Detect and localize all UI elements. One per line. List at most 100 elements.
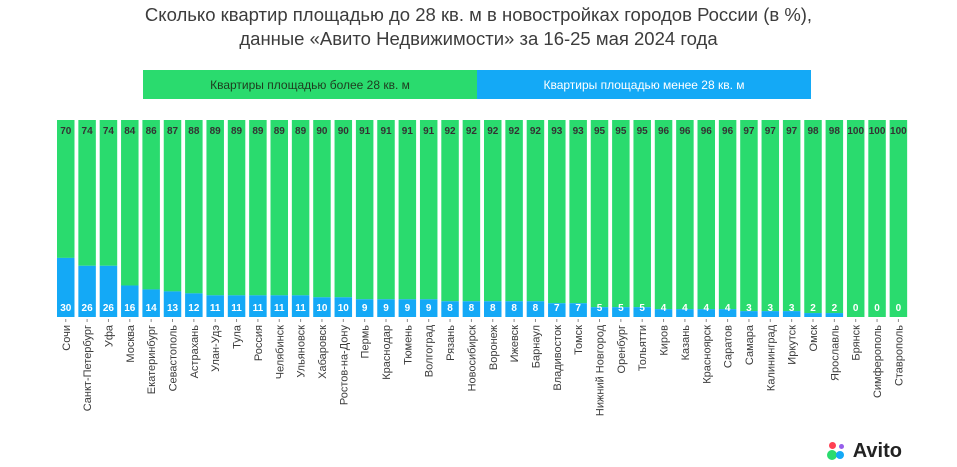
data-label-over-28: 93 [573,126,585,137]
bar-over-28 [99,120,118,266]
data-label-under-28: 4 [661,303,667,314]
bar-over-28 [484,120,502,302]
bar-under-28 [676,309,694,317]
bar-over-28 [697,120,715,310]
bar-under-28 [825,313,844,317]
data-label-under-28: 8 [447,303,453,314]
chart-title-line-1: Сколько квартир площадью до 28 кв. м в н… [144,4,813,25]
x-tick-label: Барнаул [530,325,542,368]
bar-over-28 [142,120,160,290]
data-label-under-28: 2 [832,303,838,314]
data-label-over-28: 100 [890,126,907,137]
data-label-over-28: 98 [829,126,841,137]
data-label-under-28: 0 [853,303,859,314]
x-tick-label: Тюмень [402,325,414,365]
bar-under-28 [206,295,224,317]
data-label-over-28: 97 [786,126,798,137]
bar-over-28 [612,120,630,308]
bar-under-28 [612,307,630,317]
data-label-under-28: 7 [554,303,560,314]
data-label-under-28: 11 [253,303,264,314]
data-label-under-28: 11 [231,303,242,314]
bar-under-28 [569,303,587,317]
bar-over-28 [825,120,844,314]
bar-under-28 [99,265,118,317]
bar-over-28 [676,120,694,310]
bar-under-28 [526,301,545,317]
data-label-over-28: 91 [380,126,392,137]
x-tick-label: Омск [808,325,820,352]
data-label-over-28: 90 [316,126,328,137]
x-tick-label: Симферополь [872,325,884,398]
data-label-over-28: 74 [103,126,115,137]
data-label-over-28: 95 [615,126,627,137]
bar-under-28 [185,293,203,317]
bar-under-28 [57,257,75,317]
bar-under-28 [462,301,481,317]
bar-under-28 [142,289,160,317]
bar-under-28 [78,265,96,317]
legend-under-28: Квартиры площадью менее 28 кв. м [477,70,811,99]
x-tick-label: Нижний Новгород [595,324,607,416]
bar-over-28 [355,120,374,300]
bar-under-28 [548,303,566,317]
bar-over-28 [846,120,865,317]
x-tick-label: Владивосток [552,325,564,391]
bar-over-28 [569,120,587,304]
data-label-over-28: 96 [679,126,691,137]
bar-over-28 [270,120,288,296]
data-label-over-28: 92 [530,126,542,137]
bar-under-28 [697,309,715,317]
data-label-over-28: 92 [487,126,499,137]
x-tick-label: Томск [573,325,585,355]
data-label-over-28: 97 [765,126,777,137]
bar-over-28 [206,120,224,296]
data-label-under-28: 8 [533,303,539,314]
data-label-under-28: 5 [597,303,603,314]
bar-over-28 [462,120,481,302]
x-tick-label: Ставрополь [893,325,905,386]
legend-over-28: Квартиры площадью более 28 кв. м [143,70,477,99]
x-tick-label: Санкт-Петербург [82,325,94,411]
x-tick-label: Ярославль [829,325,841,381]
chart-title: Сколько квартир площадью до 28 кв. м в н… [0,3,957,51]
x-tick-label: Воронеж [488,324,500,370]
data-label-under-28: 26 [103,303,115,314]
x-tick-label: Самара [744,324,756,365]
bar-over-28 [868,120,886,317]
data-label-over-28: 84 [124,126,136,137]
data-label-over-28: 89 [274,126,286,137]
x-tick-label: Тула [232,324,244,349]
data-label-over-28: 92 [444,126,456,137]
data-label-under-28: 30 [60,303,72,314]
avito-logo-dot [835,450,844,459]
data-label-under-28: 2 [810,303,816,314]
bar-under-28 [398,299,417,317]
data-label-over-28: 92 [466,126,478,137]
bar-under-28 [355,299,374,317]
legend-over-28-label: Квартиры площадью более 28 кв. м [210,77,410,92]
bar-over-28 [526,120,545,302]
data-label-over-28: 89 [231,126,243,137]
bar-over-28 [313,120,331,298]
data-label-over-28: 98 [807,126,819,137]
data-label-under-28: 26 [82,303,94,314]
avito-logo: Avito [826,440,902,463]
data-label-over-28: 91 [359,126,371,137]
data-label-under-28: 0 [896,303,902,314]
data-label-under-28: 7 [575,303,581,314]
bar-over-28 [398,120,417,300]
x-tick-label: Екатеринбург [146,325,158,394]
x-tick-label: Оренбург [616,325,628,373]
bar-under-28 [740,311,758,317]
bar-over-28 [291,120,310,296]
bar-over-28 [654,120,673,310]
data-label-under-28: 14 [146,303,158,314]
bar-under-28 [419,299,438,317]
bar-over-28 [57,120,75,258]
data-label-under-28: 8 [490,303,496,314]
data-label-under-28: 4 [682,303,688,314]
data-label-over-28: 92 [509,126,521,137]
data-label-under-28: 8 [469,303,475,314]
bar-under-28 [334,297,353,317]
